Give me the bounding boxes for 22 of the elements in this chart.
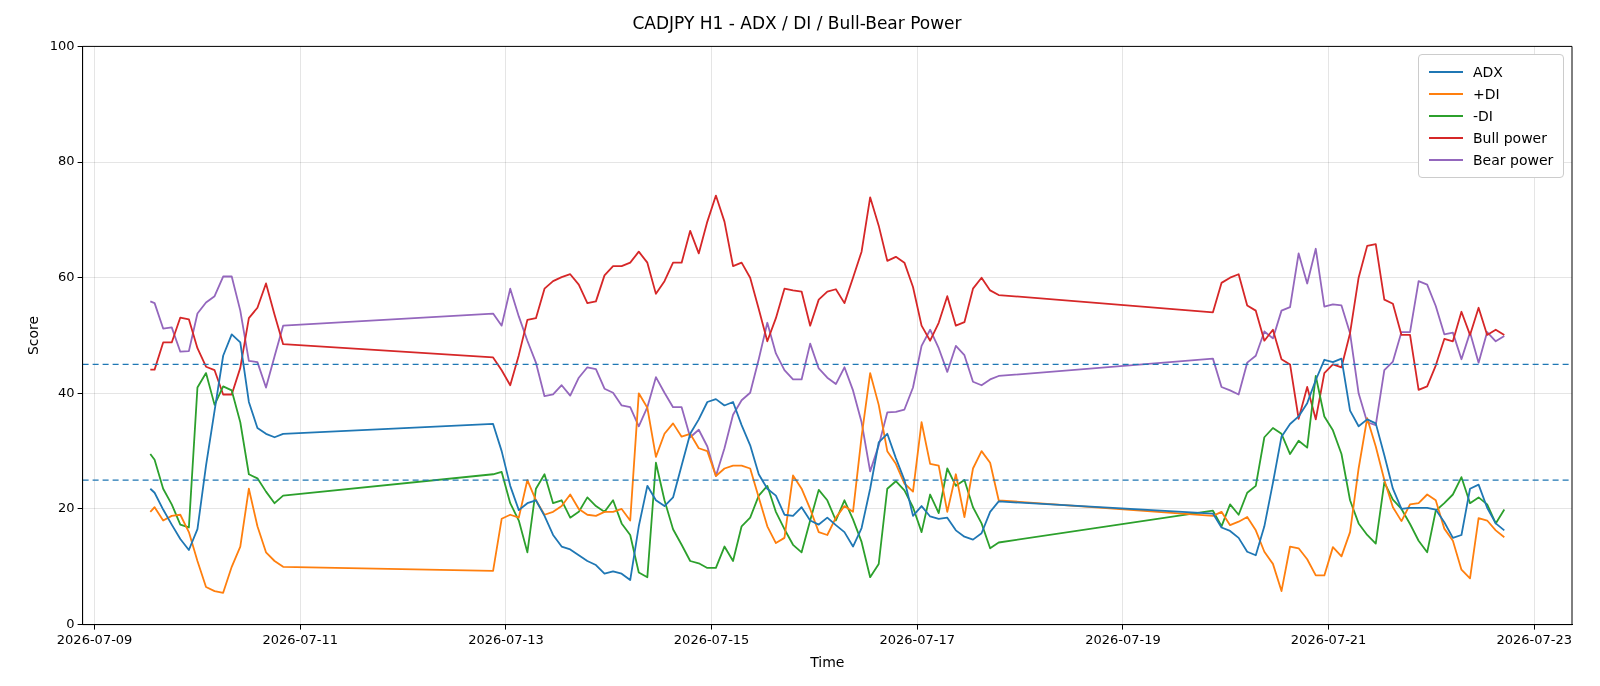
legend-label: ADX (1473, 64, 1503, 81)
x-tick-label: 2026-07-23 (1496, 631, 1573, 647)
x-axis-title: Time (809, 654, 845, 671)
y-axis-title: Score (25, 315, 42, 356)
legend-label: Bull power (1473, 130, 1547, 147)
y-tick-label: 20 (58, 500, 75, 516)
y-tick-label: 0 (66, 615, 75, 631)
x-tick-label: 2026-07-19 (1085, 631, 1161, 647)
chart-title: CADJPY H1 - ADX / DI / Bull-Bear Power (632, 12, 962, 33)
y-tick-label: 40 (58, 384, 75, 400)
y-tick-label: 100 (49, 37, 75, 53)
legend-label: -DI (1473, 108, 1493, 125)
x-tick-label: 2026-07-21 (1290, 631, 1367, 647)
x-tick-label: 2026-07-17 (879, 631, 956, 647)
x-tick-label: 2026-07-11 (262, 631, 339, 647)
x-tick-label: 2026-07-13 (468, 631, 544, 647)
y-tick-label: 60 (58, 269, 75, 285)
legend-label: +DI (1473, 86, 1500, 103)
x-tick-label: 2026-07-15 (673, 631, 750, 647)
x-tick-label: 2026-07-09 (56, 631, 133, 647)
y-tick-label: 80 (58, 153, 75, 169)
legend-label: Bear power (1473, 152, 1554, 169)
